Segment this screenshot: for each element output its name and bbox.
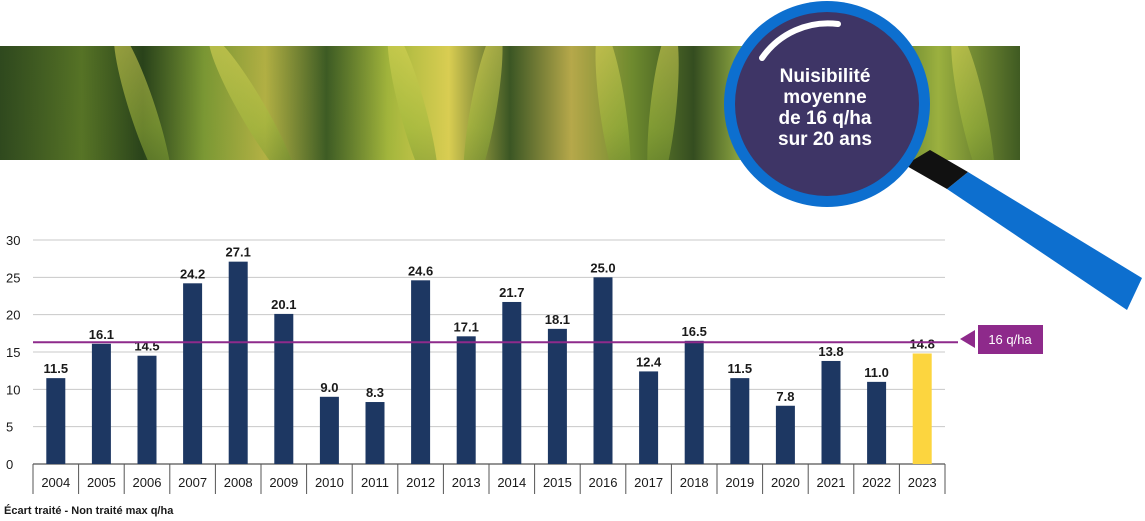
x-tick-label-2005: 2005 <box>87 475 116 490</box>
y-tick-label: 0 <box>6 457 13 472</box>
data-label-2011: 8.3 <box>366 385 384 400</box>
x-tick-label-2016: 2016 <box>589 475 618 490</box>
bar-2004 <box>46 378 66 464</box>
bar-2020 <box>775 405 795 464</box>
bar-2018 <box>684 340 704 464</box>
data-label-2009: 20.1 <box>271 297 296 312</box>
data-label-2015: 18.1 <box>545 312 570 327</box>
bar-2012 <box>411 280 431 464</box>
bar-2015 <box>547 328 567 464</box>
magnifier-callout: Nuisibilité moyenne de 16 q/ha sur 20 an… <box>724 1 1142 310</box>
data-label-2008: 27.1 <box>226 245 251 260</box>
data-label-2004: 11.5 <box>44 361 69 376</box>
x-tick-label-2008: 2008 <box>224 475 253 490</box>
x-axis-label: Écart traité - Non traité max q/ha <box>4 504 174 517</box>
magnifier-lens <box>735 12 919 196</box>
x-tick-label-2009: 2009 <box>269 475 298 490</box>
x-tick-label-2018: 2018 <box>680 475 709 490</box>
x-tick-label-2014: 2014 <box>497 475 526 490</box>
x-tick-label-2006: 2006 <box>133 475 162 490</box>
bar-2022 <box>867 381 887 464</box>
callout-line-4: sur 20 ans <box>778 129 872 150</box>
data-label-2016: 25.0 <box>590 260 615 275</box>
callout-line-1: Nuisibilité <box>780 66 871 87</box>
bar-2005 <box>91 343 111 464</box>
x-tick-label-2004: 2004 <box>41 475 70 490</box>
bar-2023 <box>912 353 932 464</box>
x-tick-label-2021: 2021 <box>817 475 846 490</box>
bar-2016 <box>593 277 613 464</box>
data-label-2010: 9.0 <box>320 380 338 395</box>
x-tick-label-2020: 2020 <box>771 475 800 490</box>
x-tick-label-2011: 2011 <box>361 475 389 490</box>
bar-2014 <box>502 301 522 464</box>
x-tick-label-2013: 2013 <box>452 475 481 490</box>
y-tick-label: 15 <box>6 345 20 360</box>
bar-2011 <box>365 402 385 464</box>
data-label-2007: 24.2 <box>180 266 205 281</box>
x-tick-label-2017: 2017 <box>634 475 663 490</box>
bar-2017 <box>639 371 659 464</box>
y-tick-label: 10 <box>6 382 20 397</box>
y-tick-label: 25 <box>6 270 20 285</box>
magnifier-handle <box>947 172 1142 310</box>
y-tick-label: 20 <box>6 308 20 323</box>
reference-tag-arrow <box>960 330 975 348</box>
data-label-2012: 24.6 <box>408 263 433 278</box>
x-tick-label-2019: 2019 <box>725 475 754 490</box>
data-label-2021: 13.8 <box>818 344 843 359</box>
x-tick-label-2012: 2012 <box>406 475 435 490</box>
x-tick-label-2023: 2023 <box>908 475 937 490</box>
data-label-2013: 17.1 <box>454 319 479 334</box>
data-label-2023: 14.8 <box>910 336 935 351</box>
bar-2008 <box>228 261 248 464</box>
data-label-2019: 11.5 <box>728 361 753 376</box>
data-label-2022: 11.0 <box>864 365 889 380</box>
reference-tag: 16 q/ha <box>960 325 1043 354</box>
bar-2019 <box>730 378 750 464</box>
reference-tag-label: 16 q/ha <box>988 332 1032 347</box>
data-label-2020: 7.8 <box>776 389 794 404</box>
reference-tag-box <box>978 325 1043 354</box>
y-tick-label: 30 <box>6 233 20 248</box>
bar-2009 <box>274 313 294 464</box>
data-label-2017: 12.4 <box>636 354 662 369</box>
callout-line-2: moyenne <box>783 87 866 108</box>
x-tick-label-2022: 2022 <box>862 475 891 490</box>
magnifier-neck <box>905 150 968 189</box>
bar-2021 <box>821 360 841 464</box>
data-label-2018: 16.5 <box>682 324 707 339</box>
bar-2006 <box>137 355 157 464</box>
bar-2010 <box>319 396 339 464</box>
x-tick-label-2015: 2015 <box>543 475 572 490</box>
callout-line-3: de 16 q/ha <box>779 108 872 129</box>
data-label-2014: 21.7 <box>499 285 524 300</box>
bar-2007 <box>183 283 203 464</box>
data-label-2005: 16.1 <box>89 327 114 342</box>
x-tick-label-2007: 2007 <box>178 475 207 490</box>
y-tick-label: 5 <box>6 420 13 435</box>
data-label-2006: 14.5 <box>134 339 159 354</box>
x-tick-label-2010: 2010 <box>315 475 344 490</box>
lens-glare-icon <box>759 20 841 61</box>
bar-2013 <box>456 336 476 464</box>
